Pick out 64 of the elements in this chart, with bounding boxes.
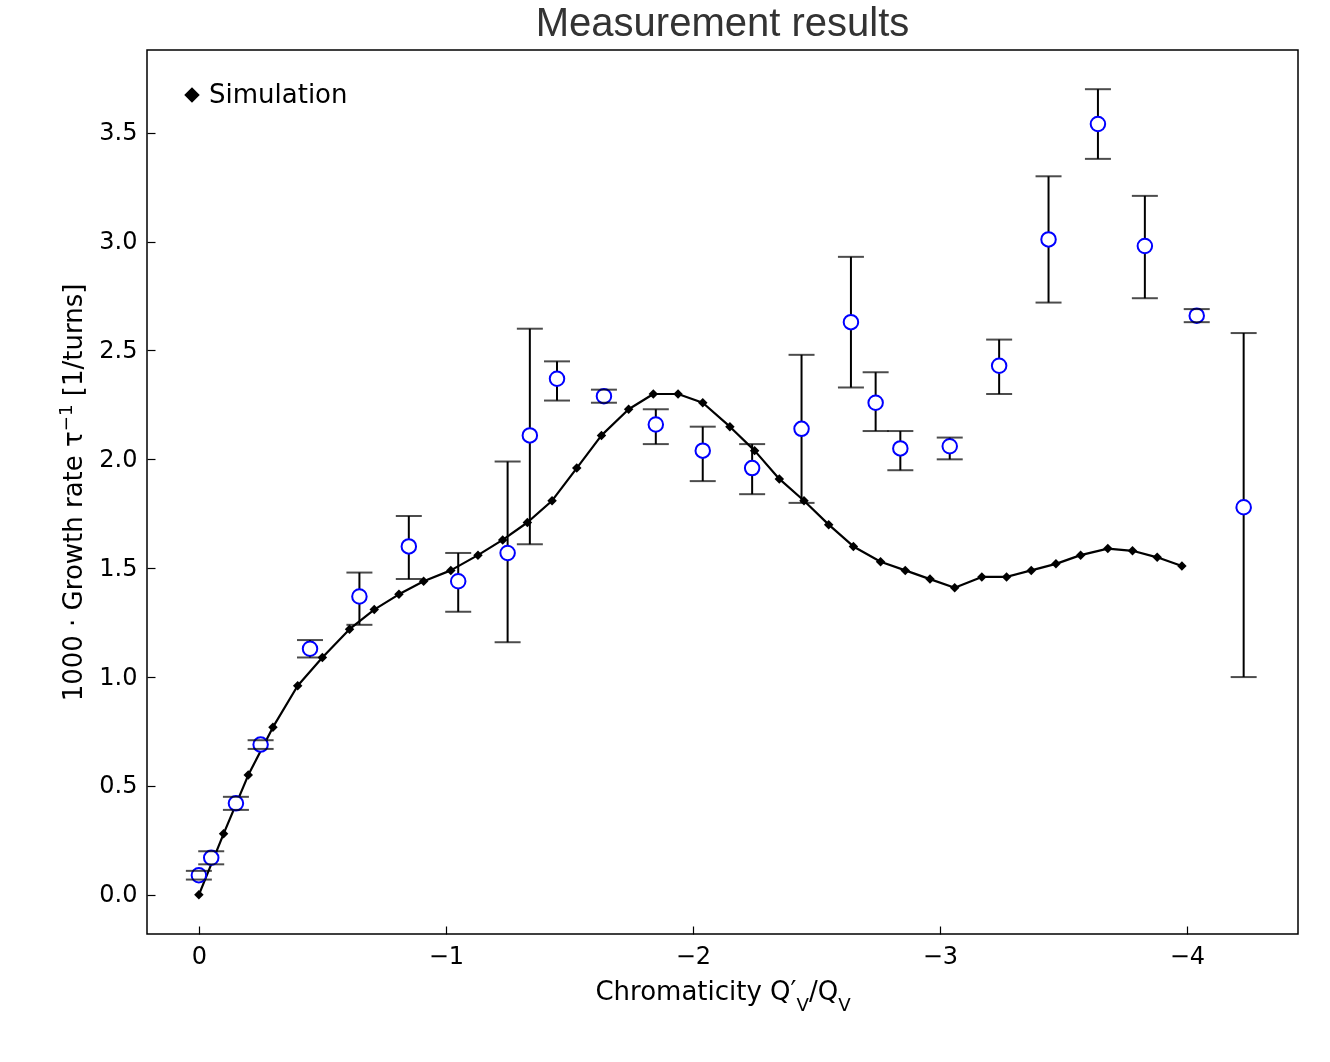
point xyxy=(867,394,884,411)
point xyxy=(521,427,539,444)
point xyxy=(1026,565,1036,576)
point xyxy=(1136,237,1154,255)
point xyxy=(875,556,886,567)
point xyxy=(900,565,911,576)
x-tick-label: −1 xyxy=(428,941,465,970)
point xyxy=(990,357,1008,374)
point xyxy=(725,421,735,432)
y-tick-label: 1.5 xyxy=(99,553,138,582)
point xyxy=(977,572,987,582)
point xyxy=(1089,115,1107,133)
x-tick-label: −2 xyxy=(675,941,712,970)
point xyxy=(400,538,418,555)
y-tick-label: 2.0 xyxy=(99,444,138,473)
legend-label: Simulation xyxy=(209,79,348,109)
x-tick-label: −3 xyxy=(922,941,959,970)
point xyxy=(647,416,665,433)
point xyxy=(1235,499,1252,516)
point xyxy=(449,573,467,590)
point xyxy=(572,463,582,473)
point xyxy=(351,588,368,605)
point xyxy=(1075,550,1086,560)
point xyxy=(1152,552,1162,563)
x-tick-label: 0 xyxy=(191,941,208,970)
point xyxy=(774,474,785,484)
point xyxy=(548,370,566,388)
point xyxy=(394,589,404,600)
chart-title: Measurement results xyxy=(535,0,910,44)
point xyxy=(301,640,319,657)
point xyxy=(369,604,379,615)
point xyxy=(949,583,960,593)
point xyxy=(793,420,810,438)
point xyxy=(694,442,711,459)
y-tick-label: 0.5 xyxy=(99,771,138,800)
point xyxy=(623,404,634,414)
point xyxy=(446,565,456,576)
point xyxy=(596,430,607,441)
x-axis-title: Chromaticity Q′$_{V}$/Q$_{V}$ xyxy=(595,975,852,1014)
point xyxy=(499,544,516,562)
y-tick-label: 1.0 xyxy=(99,662,138,691)
point xyxy=(218,829,229,839)
y-tick-label: 0.0 xyxy=(99,880,138,909)
point xyxy=(344,624,355,634)
point xyxy=(1040,231,1057,248)
point xyxy=(842,313,860,331)
point xyxy=(292,681,303,691)
point xyxy=(547,495,557,506)
point xyxy=(243,770,254,780)
point xyxy=(892,440,909,457)
point xyxy=(418,576,429,587)
point xyxy=(497,535,508,545)
point xyxy=(698,397,708,408)
point xyxy=(194,890,204,900)
y-tick-label: 3.0 xyxy=(99,227,138,256)
point xyxy=(1103,543,1113,554)
point xyxy=(823,519,834,530)
point xyxy=(1127,546,1138,556)
point xyxy=(743,459,761,477)
y-tick-label: 2.5 xyxy=(99,335,138,364)
y-tick-label: 3.5 xyxy=(99,118,138,147)
point xyxy=(848,541,859,552)
point xyxy=(941,438,958,455)
x-tick-label: −4 xyxy=(1169,941,1206,970)
